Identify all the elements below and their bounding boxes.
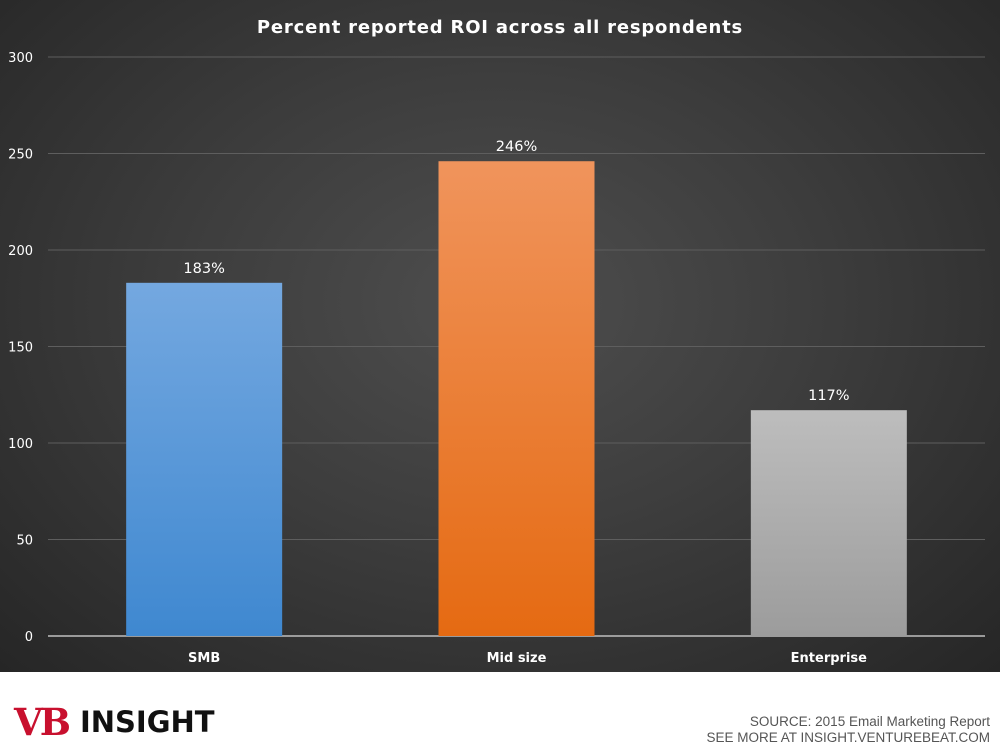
vb-insight-logo[interactable]: VB INSIGHT (14, 702, 215, 742)
y-tick-label: 100 (8, 437, 33, 452)
logo-insight-text: INSIGHT (79, 704, 215, 739)
x-axis: SMB Mid size Enterprise (188, 651, 867, 666)
bar-smb[interactable] (126, 282, 283, 636)
data-label: 183% (183, 261, 224, 277)
footer: VB INSIGHT SOURCE: 2015 Email Marketing … (0, 672, 1000, 750)
x-tick-label: Enterprise (791, 651, 867, 666)
x-tick-label: Mid size (487, 651, 547, 666)
data-label: 246% (496, 139, 537, 155)
y-tick-label: 300 (8, 51, 33, 66)
data-label: 117% (808, 388, 849, 404)
y-tick-label: 50 (16, 534, 33, 549)
data-labels: 183% 246% 117% (183, 139, 849, 404)
x-tick-label: SMB (188, 651, 220, 666)
y-tick-label: 250 (8, 148, 33, 163)
y-tick-label: 0 (25, 630, 33, 645)
logo-vb-mark: VB (14, 699, 71, 744)
bar-chart: Percent reported ROI across all responde… (8, 17, 985, 666)
bar-enterprise[interactable] (750, 410, 907, 636)
chart-title: Percent reported ROI across all responde… (257, 17, 743, 38)
see-more-link[interactable]: SEE MORE AT INSIGHT.VENTUREBEAT.COM (706, 730, 990, 745)
bars (126, 161, 907, 636)
bar-mid-size[interactable] (438, 161, 595, 636)
source-line: SOURCE: 2015 Email Marketing Report (749, 714, 990, 729)
chart-area: Percent reported ROI across all responde… (0, 0, 1000, 672)
y-tick-label: 150 (8, 341, 33, 356)
y-tick-label: 200 (8, 244, 33, 259)
source-note: SOURCE: 2015 Email Marketing Report SEE … (706, 714, 990, 746)
